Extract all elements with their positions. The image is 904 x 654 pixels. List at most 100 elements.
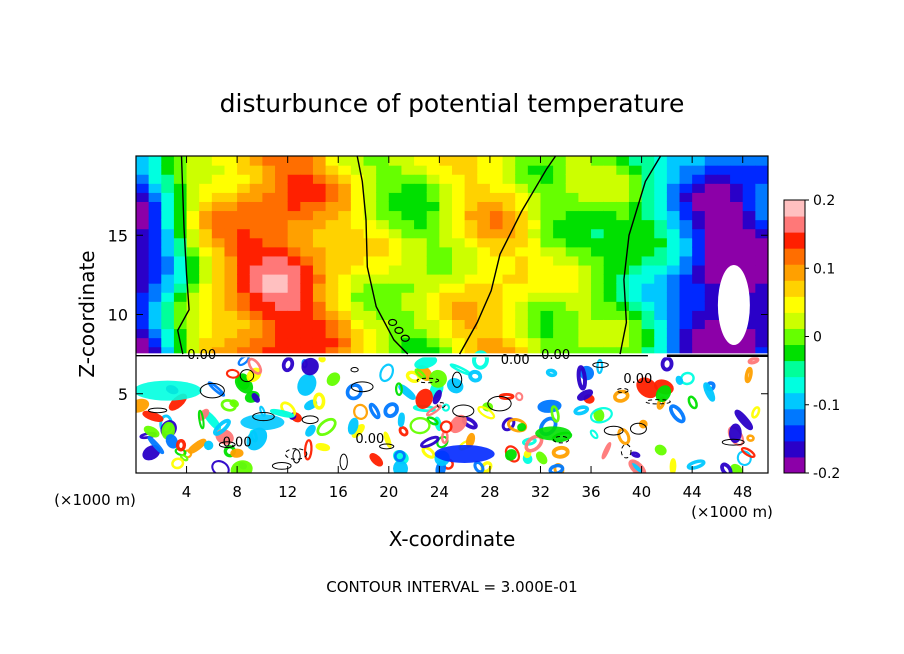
field-cell <box>628 264 643 275</box>
field-cell <box>237 156 251 166</box>
field-cell <box>312 174 327 184</box>
field-cell <box>161 156 175 166</box>
field-cell <box>161 201 175 212</box>
field-cell <box>363 156 377 166</box>
field-cell <box>527 156 542 166</box>
colorbar-label: -0.2 <box>813 466 840 482</box>
field-cell <box>742 337 756 348</box>
field-cell <box>578 201 592 212</box>
field-cell <box>173 228 188 239</box>
field-cell <box>603 192 617 202</box>
field-cell <box>641 165 655 175</box>
field-cell <box>148 346 162 357</box>
field-cell <box>692 246 706 257</box>
field-cell <box>161 346 175 357</box>
contour-loop <box>645 399 671 405</box>
field-cell <box>173 210 188 221</box>
field-cell <box>654 219 668 230</box>
field-cell <box>464 283 478 293</box>
field-cell <box>679 337 693 348</box>
field-cell <box>350 274 365 284</box>
field-cell <box>679 183 693 193</box>
field-cell <box>591 156 605 166</box>
field-cell <box>489 283 504 293</box>
field-cell <box>578 337 592 348</box>
field-cell <box>578 165 592 175</box>
field-cell <box>161 337 175 348</box>
field-cell <box>755 165 768 175</box>
field-cell <box>654 301 668 311</box>
field-cell <box>641 337 655 348</box>
field-cell <box>312 192 327 202</box>
field-cell <box>388 174 403 184</box>
field-cell <box>477 237 491 248</box>
field-cell <box>401 274 415 284</box>
field-cell <box>654 274 668 284</box>
field-cell <box>679 319 693 330</box>
field-cell <box>186 156 200 166</box>
field-cell <box>692 210 706 221</box>
field-cell <box>477 292 491 302</box>
field-cell <box>540 228 554 239</box>
field-cell <box>199 237 213 248</box>
x-axis-label: X-coordinate <box>389 527 516 551</box>
field-cell <box>704 201 719 212</box>
field-cell <box>376 328 390 339</box>
field-cell <box>591 319 605 330</box>
field-cell <box>439 337 453 348</box>
field-cell <box>287 156 301 166</box>
field-cell <box>527 319 542 330</box>
turbulent-blob <box>747 356 760 365</box>
field-cell <box>262 264 276 275</box>
field-cell <box>186 337 200 348</box>
field-cell <box>464 219 478 230</box>
field-cell <box>641 201 655 212</box>
field-cell <box>692 165 706 175</box>
field-cell <box>654 283 668 293</box>
field-cell <box>515 274 529 284</box>
field-cell <box>603 210 617 221</box>
field-cell <box>565 292 579 302</box>
field-cell <box>325 346 339 357</box>
turbulent-blob <box>447 377 464 394</box>
field-cell <box>426 310 440 320</box>
field-cell <box>312 255 327 266</box>
x-tick-label: 16 <box>329 483 348 501</box>
field-cell <box>565 165 579 175</box>
field-cell <box>376 292 390 302</box>
field-cell <box>679 237 693 248</box>
field-cell <box>287 183 301 193</box>
field-cell <box>553 246 567 257</box>
field-cell <box>641 255 655 266</box>
field-cell <box>603 246 617 257</box>
turbulent-blob <box>393 460 408 473</box>
field-cell <box>161 283 175 293</box>
field-cell <box>136 219 150 230</box>
field-cell <box>426 337 440 348</box>
field-cell <box>578 328 592 339</box>
field-cell <box>477 210 491 221</box>
field-cell <box>136 246 150 257</box>
field-cell <box>489 156 504 166</box>
field-cell <box>578 255 592 266</box>
field-cell <box>376 264 390 275</box>
field-cell <box>527 328 542 339</box>
field-cell <box>249 310 263 320</box>
turbulent-blob <box>420 435 440 449</box>
x-tick-label: 40 <box>632 483 651 501</box>
field-cell <box>464 174 478 184</box>
field-cell <box>641 174 655 184</box>
field-cell <box>540 201 554 212</box>
field-cell <box>477 165 491 175</box>
colorbar-swatch <box>784 440 805 458</box>
field-cell <box>300 346 314 357</box>
field-cell <box>553 274 567 284</box>
field-cell <box>654 310 668 320</box>
turbulent-blob <box>654 444 667 456</box>
field-cell <box>591 292 605 302</box>
field-cell <box>578 210 592 221</box>
field-cell <box>666 301 681 311</box>
field-cell <box>439 319 453 330</box>
turbulent-blob <box>297 373 317 396</box>
field-cell <box>591 201 605 212</box>
